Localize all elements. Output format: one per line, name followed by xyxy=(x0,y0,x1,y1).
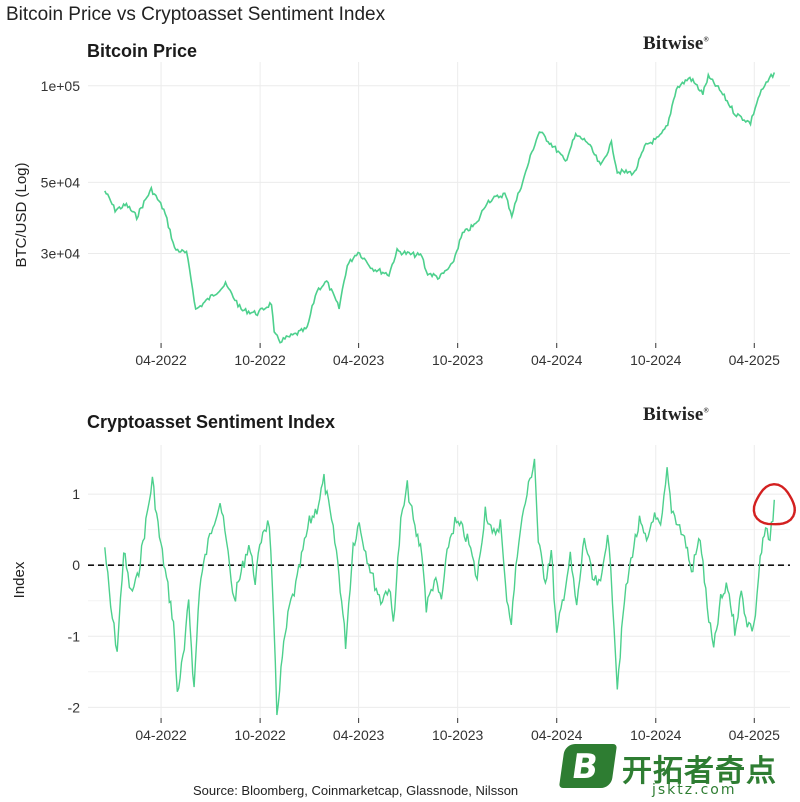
y-tick-label: 1 xyxy=(72,486,80,502)
sentiment-y-axis-label: Index xyxy=(11,561,28,598)
y-tick-label: 0 xyxy=(72,557,80,573)
x-tick-label: 04-2022 xyxy=(135,727,187,743)
x-tick-label: 04-2023 xyxy=(333,352,385,368)
x-tick-label: 10-2023 xyxy=(432,727,484,743)
sentiment-y-axis: 1 0 -1 -2 xyxy=(68,486,81,715)
x-tick-label: 04-2025 xyxy=(729,727,781,743)
price-y-axis: 1e+05 5e+04 3e+04 xyxy=(41,78,81,262)
sentiment-panel-title: Cryptoasset Sentiment Index xyxy=(87,412,336,432)
y-tick-label: -1 xyxy=(68,628,81,644)
price-panel-title: Bitcoin Price xyxy=(87,41,198,61)
y-tick-label: -2 xyxy=(68,699,81,715)
x-tick-label: 04-2023 xyxy=(333,727,385,743)
y-tick-label: 3e+04 xyxy=(41,245,81,261)
sentiment-series-line xyxy=(104,458,775,716)
x-tick-label: 10-2022 xyxy=(234,727,286,743)
highlight-circle xyxy=(752,482,797,526)
sentiment-x-axis: 04-2022 10-2022 04-2023 10-2023 04-2024 10-20… xyxy=(135,718,780,743)
source-note: Source: Bloomberg, Coinmarketcap, Glassn… xyxy=(193,783,519,798)
price-brand-logo: Bitwise® xyxy=(643,33,709,54)
price-x-axis: 04-2022 10-2022 04-2023 10-2023 04-2024 10-20… xyxy=(135,343,780,368)
x-tick-label: 04-2022 xyxy=(135,352,187,368)
y-tick-label: 1e+05 xyxy=(41,78,81,94)
sentiment-brand-logo: Bitwise® xyxy=(643,404,709,425)
x-tick-label: 10-2023 xyxy=(432,352,484,368)
price-y-axis-label: BTC/USD (Log) xyxy=(13,162,30,267)
price-series-line xyxy=(104,72,776,344)
x-tick-label: 10-2024 xyxy=(630,352,682,368)
watermark-url: jsktz.com xyxy=(652,782,737,798)
x-tick-label: 04-2024 xyxy=(531,352,583,368)
watermark-text: 开拓者奇点 xyxy=(622,754,777,789)
figure-title: Bitcoin Price vs Cryptoasset Sentiment I… xyxy=(6,4,386,25)
x-tick-label: 10-2024 xyxy=(630,727,682,743)
watermark-logo-icon: B xyxy=(558,744,618,788)
x-tick-label: 04-2025 xyxy=(729,352,781,368)
y-tick-label: 5e+04 xyxy=(41,174,81,190)
x-tick-label: 04-2024 xyxy=(531,727,583,743)
x-tick-label: 10-2022 xyxy=(234,352,286,368)
